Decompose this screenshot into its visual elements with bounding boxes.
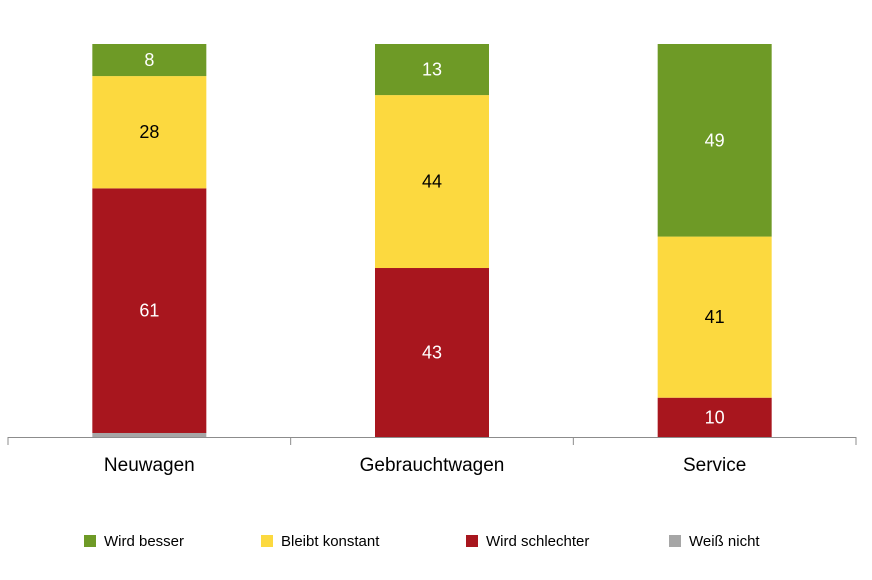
data-label: 13: [422, 60, 442, 80]
data-label: 41: [705, 307, 725, 327]
bar-segment: [92, 76, 207, 189]
bar-segment: [657, 236, 772, 398]
legend-label: Weiß nicht: [689, 533, 760, 550]
bar-segment: [657, 44, 772, 237]
bar-segment: [375, 95, 489, 269]
legend-swatch: [466, 535, 478, 547]
category-label: Gebrauchtwagen: [360, 455, 505, 476]
bar-series-group: 61 28 8 43 44 13 10 41 49: [92, 44, 772, 437]
data-label: 49: [705, 130, 725, 150]
legend-swatch: [84, 535, 96, 547]
x-axis: [7, 437, 857, 445]
legend-label: Wird besser: [104, 533, 184, 550]
data-label: 28: [139, 122, 159, 142]
data-label: 10: [705, 407, 725, 427]
legend-swatch: [669, 535, 681, 547]
bar-segment: [92, 44, 207, 77]
category-label: Service: [683, 455, 746, 476]
legend-label: Wird schlechter: [486, 533, 589, 550]
data-label: 44: [422, 172, 442, 192]
bar-segment: [375, 44, 489, 96]
bar-segment: [92, 188, 207, 433]
data-label: 43: [422, 343, 442, 363]
legend: Wird besser Bleibt konstant Wird schlechte…: [84, 533, 760, 550]
data-label: 8: [144, 50, 154, 70]
legend-swatch: [261, 535, 273, 547]
bar-segment: [375, 268, 489, 437]
data-label: 61: [139, 301, 159, 321]
bar-segment: [92, 432, 207, 437]
category-label: Neuwagen: [104, 455, 195, 476]
legend-label: Bleibt konstant: [281, 533, 380, 550]
bar-segment: [657, 397, 772, 437]
category-labels: Neuwagen Gebrauchtwagen Service: [104, 455, 746, 476]
